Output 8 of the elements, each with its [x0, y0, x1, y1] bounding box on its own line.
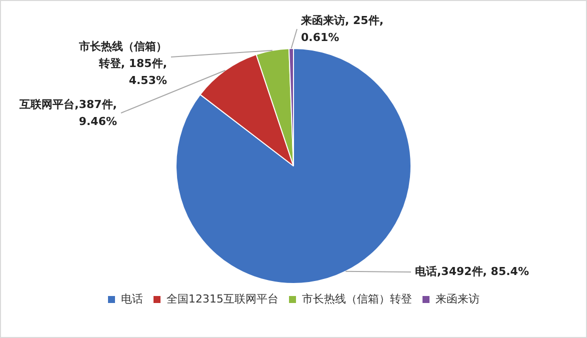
- legend-label: 市长热线（信箱）转登: [302, 292, 412, 306]
- data-label: 市长热线（信箱）转登, 185件, 4.53%: [78, 40, 167, 87]
- data-label: 互联网平台,387件, 9.46%: [18, 98, 117, 128]
- legend-label: 来函来访: [435, 292, 480, 306]
- data-label: 来函来访, 25件, 0.61%: [300, 14, 384, 44]
- legend-label: 全国12315互联网平台: [166, 292, 279, 306]
- legend-label: 电话: [121, 292, 144, 306]
- data-label: 电话,3492件, 85.4%: [415, 264, 529, 278]
